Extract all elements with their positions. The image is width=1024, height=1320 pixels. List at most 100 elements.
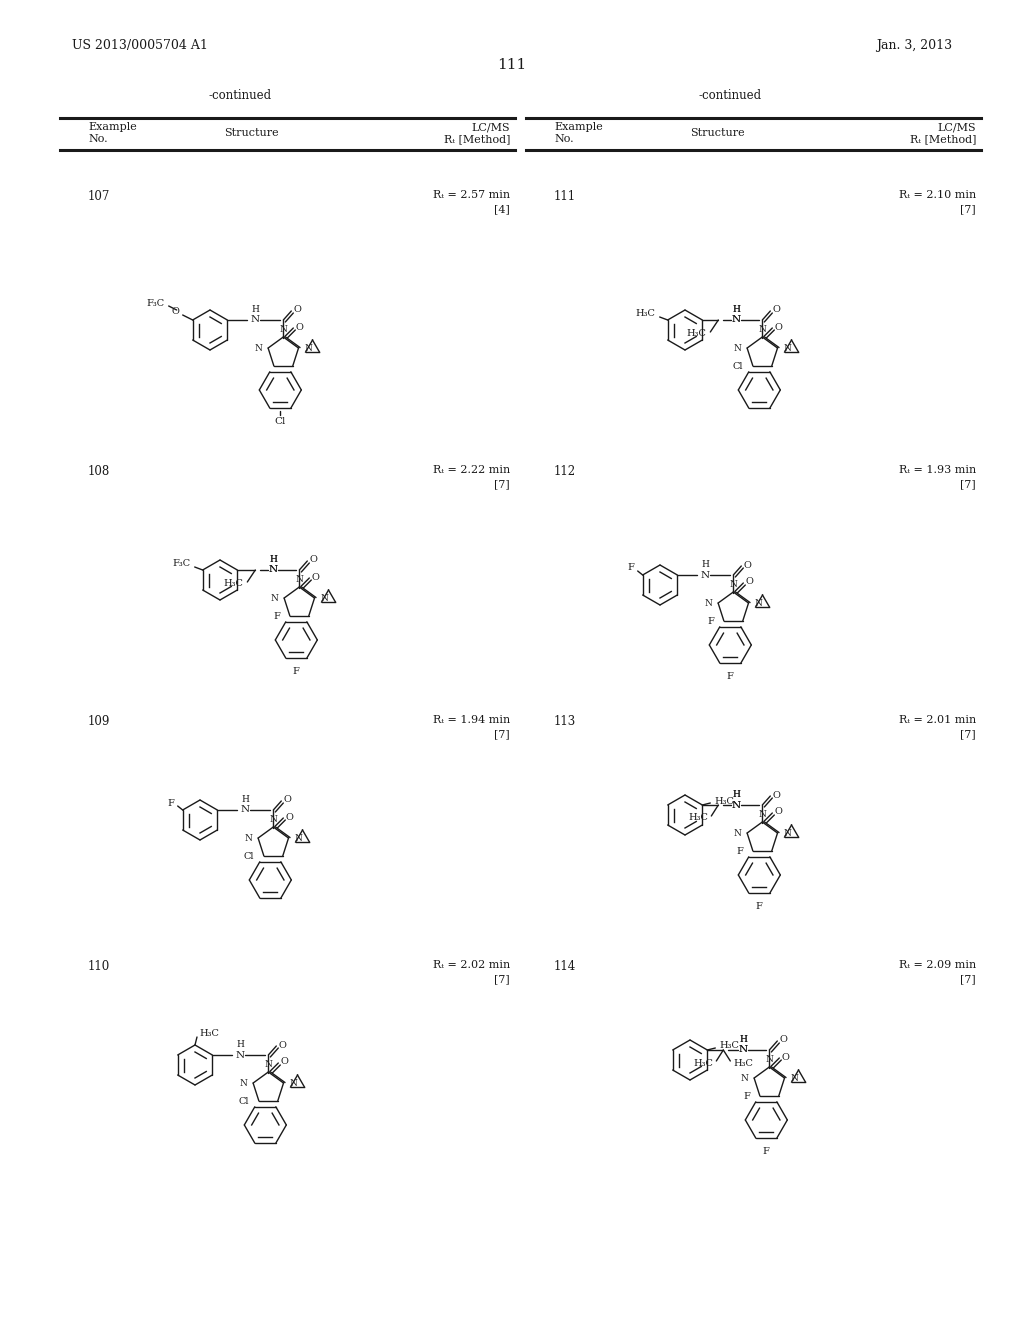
Text: N: N bbox=[290, 1078, 297, 1088]
Text: O: O bbox=[745, 578, 754, 586]
Text: [4]: [4] bbox=[495, 205, 510, 214]
Text: F: F bbox=[727, 672, 734, 681]
Text: N: N bbox=[732, 800, 741, 809]
Text: H: H bbox=[732, 789, 740, 799]
Text: [7]: [7] bbox=[495, 974, 510, 983]
Text: H₃C: H₃C bbox=[686, 330, 707, 338]
Text: O: O bbox=[295, 322, 303, 331]
Text: O: O bbox=[772, 305, 780, 314]
Text: H₃C: H₃C bbox=[693, 1059, 714, 1068]
Text: N: N bbox=[700, 570, 710, 579]
Text: F: F bbox=[763, 1147, 770, 1156]
Text: [7]: [7] bbox=[961, 729, 976, 739]
Text: O: O bbox=[772, 791, 780, 800]
Text: H₃C: H₃C bbox=[719, 1041, 739, 1051]
Text: N: N bbox=[240, 1078, 247, 1088]
Text: N: N bbox=[783, 343, 792, 352]
Text: F: F bbox=[707, 618, 714, 626]
Text: LC/MS: LC/MS bbox=[471, 121, 510, 132]
Text: N: N bbox=[732, 315, 741, 325]
Text: O: O bbox=[774, 808, 782, 817]
Text: F: F bbox=[736, 847, 742, 857]
Text: N: N bbox=[705, 598, 712, 607]
Text: Rₜ [Method]: Rₜ [Method] bbox=[443, 135, 510, 144]
Text: 112: 112 bbox=[554, 465, 577, 478]
Text: Rₜ = 2.22 min: Rₜ = 2.22 min bbox=[433, 465, 510, 475]
Text: Rₜ = 2.10 min: Rₜ = 2.10 min bbox=[899, 190, 976, 201]
Text: O: O bbox=[286, 813, 293, 821]
Text: -continued: -continued bbox=[209, 88, 271, 102]
Text: H: H bbox=[739, 1035, 748, 1044]
Text: H: H bbox=[237, 1040, 245, 1049]
Text: F: F bbox=[168, 799, 175, 808]
Text: H: H bbox=[739, 1035, 748, 1044]
Text: Cl: Cl bbox=[244, 853, 254, 861]
Text: Cl: Cl bbox=[239, 1097, 249, 1106]
Text: US 2013/0005704 A1: US 2013/0005704 A1 bbox=[72, 40, 208, 51]
Text: [7]: [7] bbox=[495, 479, 510, 488]
Text: F: F bbox=[273, 612, 280, 622]
Text: O: O bbox=[743, 561, 752, 569]
Text: N: N bbox=[280, 325, 288, 334]
Text: N: N bbox=[295, 833, 302, 842]
Text: No.: No. bbox=[554, 135, 573, 144]
Text: N: N bbox=[759, 325, 766, 334]
Text: N: N bbox=[791, 1073, 799, 1082]
Text: O: O bbox=[293, 305, 301, 314]
Text: H: H bbox=[251, 305, 259, 314]
Text: N: N bbox=[732, 315, 741, 325]
Text: H₃C: H₃C bbox=[715, 796, 734, 805]
Text: O: O bbox=[279, 1040, 286, 1049]
Text: N: N bbox=[738, 1045, 748, 1055]
Text: N: N bbox=[245, 833, 252, 842]
Text: N: N bbox=[738, 1045, 748, 1055]
Text: N: N bbox=[733, 829, 741, 838]
Text: O: O bbox=[281, 1057, 288, 1067]
Text: O: O bbox=[172, 308, 179, 317]
Text: 113: 113 bbox=[554, 715, 577, 729]
Text: Rₜ = 1.94 min: Rₜ = 1.94 min bbox=[433, 715, 510, 725]
Text: 111: 111 bbox=[554, 190, 577, 203]
Text: 114: 114 bbox=[554, 960, 577, 973]
Text: Rₜ = 1.93 min: Rₜ = 1.93 min bbox=[899, 465, 976, 475]
Text: N: N bbox=[304, 343, 312, 352]
Text: H₃C: H₃C bbox=[223, 579, 244, 589]
Text: N: N bbox=[236, 1051, 245, 1060]
Text: F₃C: F₃C bbox=[146, 298, 165, 308]
Text: Rₜ = 2.57 min: Rₜ = 2.57 min bbox=[433, 190, 510, 201]
Text: F: F bbox=[756, 902, 763, 911]
Text: N: N bbox=[251, 315, 260, 325]
Text: H₃C: H₃C bbox=[733, 1059, 754, 1068]
Text: N: N bbox=[732, 800, 741, 809]
Text: N: N bbox=[295, 576, 303, 583]
Text: [7]: [7] bbox=[961, 479, 976, 488]
Text: N: N bbox=[783, 829, 792, 838]
Text: 109: 109 bbox=[88, 715, 111, 729]
Text: H: H bbox=[269, 554, 278, 564]
Text: [7]: [7] bbox=[961, 205, 976, 214]
Text: Rₜ [Method]: Rₜ [Method] bbox=[909, 135, 976, 144]
Text: N: N bbox=[270, 594, 279, 602]
Text: Rₜ = 2.01 min: Rₜ = 2.01 min bbox=[899, 715, 976, 725]
Text: N: N bbox=[733, 343, 741, 352]
Text: Structure: Structure bbox=[690, 128, 744, 139]
Text: H₃C: H₃C bbox=[199, 1028, 219, 1038]
Text: [7]: [7] bbox=[961, 974, 976, 983]
Text: Rₜ = 2.02 min: Rₜ = 2.02 min bbox=[433, 960, 510, 970]
Text: F: F bbox=[293, 667, 300, 676]
Text: O: O bbox=[309, 556, 317, 565]
Text: H: H bbox=[701, 560, 710, 569]
Text: LC/MS: LC/MS bbox=[937, 121, 976, 132]
Text: O: O bbox=[284, 796, 291, 804]
Text: N: N bbox=[268, 565, 278, 574]
Text: H: H bbox=[269, 554, 278, 564]
Text: 108: 108 bbox=[88, 465, 111, 478]
Text: Jan. 3, 2013: Jan. 3, 2013 bbox=[876, 40, 952, 51]
Text: -continued: -continued bbox=[698, 88, 762, 102]
Text: N: N bbox=[729, 579, 737, 589]
Text: O: O bbox=[311, 573, 319, 582]
Text: N: N bbox=[740, 1073, 749, 1082]
Text: Structure: Structure bbox=[224, 128, 279, 139]
Text: O: O bbox=[774, 322, 782, 331]
Text: Example: Example bbox=[88, 121, 137, 132]
